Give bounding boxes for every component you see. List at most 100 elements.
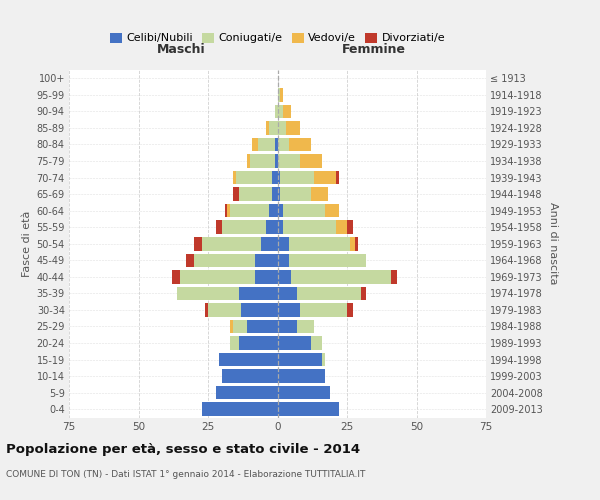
Bar <box>336 171 338 184</box>
Bar <box>239 286 277 300</box>
Bar <box>222 370 277 383</box>
Bar <box>208 303 241 316</box>
Bar <box>314 171 336 184</box>
Bar <box>205 303 208 316</box>
Bar <box>277 286 297 300</box>
Bar <box>239 188 272 201</box>
Bar <box>247 154 250 168</box>
Bar <box>277 402 338 416</box>
Bar <box>277 237 289 250</box>
Bar <box>391 270 397 283</box>
Bar <box>277 386 331 400</box>
Bar <box>336 220 347 234</box>
Bar <box>217 220 222 234</box>
Bar <box>289 254 367 267</box>
Bar <box>325 204 338 218</box>
Bar <box>258 138 275 151</box>
Bar <box>233 320 247 334</box>
Bar <box>202 237 261 250</box>
Bar <box>222 220 266 234</box>
Bar <box>272 188 277 201</box>
Bar <box>217 386 277 400</box>
Bar <box>236 171 272 184</box>
Bar <box>347 303 353 316</box>
Bar <box>186 254 194 267</box>
Bar <box>269 204 277 218</box>
Bar <box>277 88 280 102</box>
Bar <box>253 138 258 151</box>
Bar <box>277 171 280 184</box>
Bar <box>283 104 292 118</box>
Bar <box>194 254 255 267</box>
Bar <box>350 237 355 250</box>
Bar <box>266 121 269 134</box>
Bar <box>280 171 314 184</box>
Bar <box>277 270 292 283</box>
Bar <box>261 237 277 250</box>
Bar <box>300 303 347 316</box>
Bar <box>277 254 289 267</box>
Bar <box>277 204 283 218</box>
Bar <box>178 286 239 300</box>
Bar <box>286 121 300 134</box>
Bar <box>255 270 277 283</box>
Bar <box>277 320 297 334</box>
Y-axis label: Anni di nascita: Anni di nascita <box>548 202 559 285</box>
Bar <box>277 138 289 151</box>
Bar <box>241 303 277 316</box>
Bar <box>347 220 353 234</box>
Bar <box>250 154 275 168</box>
Bar <box>311 188 328 201</box>
Bar <box>180 270 255 283</box>
Bar <box>277 336 311 350</box>
Bar <box>277 220 283 234</box>
Bar <box>277 104 283 118</box>
Bar <box>297 286 361 300</box>
Bar <box>277 353 322 366</box>
Bar <box>202 402 277 416</box>
Bar <box>300 154 322 168</box>
Bar <box>275 138 277 151</box>
Bar <box>233 188 239 201</box>
Bar <box>275 104 277 118</box>
Text: Femmine: Femmine <box>341 43 406 56</box>
Bar <box>224 204 227 218</box>
Bar <box>297 320 314 334</box>
Bar <box>194 237 202 250</box>
Text: Popolazione per età, sesso e stato civile - 2014: Popolazione per età, sesso e stato civil… <box>6 442 360 456</box>
Bar <box>247 320 277 334</box>
Bar <box>280 188 311 201</box>
Text: Maschi: Maschi <box>157 43 206 56</box>
Bar <box>311 336 322 350</box>
Bar <box>219 353 277 366</box>
Bar <box>292 270 391 283</box>
Bar <box>283 204 325 218</box>
Bar <box>283 220 336 234</box>
Bar <box>230 336 239 350</box>
Bar <box>277 188 280 201</box>
Y-axis label: Fasce di età: Fasce di età <box>22 210 32 277</box>
Bar <box>289 237 350 250</box>
Bar <box>289 138 311 151</box>
Bar <box>355 237 358 250</box>
Bar <box>233 171 236 184</box>
Bar <box>266 220 277 234</box>
Bar <box>322 353 325 366</box>
Bar <box>239 336 277 350</box>
Bar <box>277 121 286 134</box>
Bar <box>277 303 300 316</box>
Bar <box>275 154 277 168</box>
Bar <box>277 154 300 168</box>
Bar <box>227 204 230 218</box>
Bar <box>269 121 277 134</box>
Legend: Celibi/Nubili, Coniugati/e, Vedovi/e, Divorziati/e: Celibi/Nubili, Coniugati/e, Vedovi/e, Di… <box>107 30 448 46</box>
Bar <box>172 270 180 283</box>
Bar <box>230 320 233 334</box>
Text: COMUNE DI TON (TN) - Dati ISTAT 1° gennaio 2014 - Elaborazione TUTTITALIA.IT: COMUNE DI TON (TN) - Dati ISTAT 1° genna… <box>6 470 365 479</box>
Bar <box>230 204 269 218</box>
Bar <box>272 171 277 184</box>
Bar <box>255 254 277 267</box>
Bar <box>277 370 325 383</box>
Bar <box>361 286 367 300</box>
Bar <box>280 88 283 102</box>
